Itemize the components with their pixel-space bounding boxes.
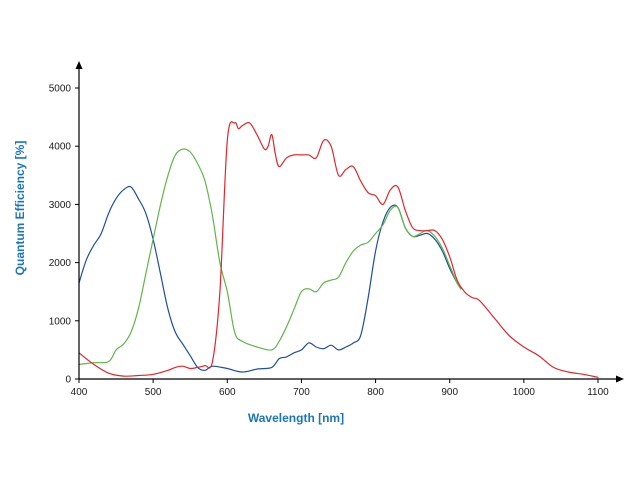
series-line-2 xyxy=(78,148,462,365)
x-tick-label: 500 xyxy=(145,387,162,398)
series-layer xyxy=(78,121,599,378)
y-tick-label: 2000 xyxy=(49,258,72,269)
series-line-3 xyxy=(78,121,599,378)
x-tick-label: 1000 xyxy=(513,387,536,398)
axes-layer xyxy=(75,61,624,383)
x-axis-title: Wavelength [nm] xyxy=(248,411,344,425)
y-tick-label: 4000 xyxy=(49,142,72,153)
x-tick-label: 1100 xyxy=(587,387,609,398)
x-tick-label: 900 xyxy=(441,387,458,398)
y-tick-label: 5000 xyxy=(49,84,72,95)
x-tick-label: 600 xyxy=(219,387,236,398)
series-line-1 xyxy=(78,185,462,373)
y-tick-label: 3000 xyxy=(49,200,72,211)
y-tick-label: 0 xyxy=(65,375,71,386)
x-tick-label: 400 xyxy=(71,387,88,398)
y-axis-arrow xyxy=(75,61,83,69)
y-axis-title: Quantum Efficiency [%] xyxy=(13,141,27,276)
x-tick-label: 800 xyxy=(367,387,384,398)
x-tick-label: 700 xyxy=(293,387,310,398)
ticks-layer: 400 500 600 700 800 900 1000 1100 0 1000 2000 3000 4… xyxy=(49,84,609,399)
x-axis-arrow xyxy=(616,375,624,383)
y-tick-label: 1000 xyxy=(49,316,72,327)
